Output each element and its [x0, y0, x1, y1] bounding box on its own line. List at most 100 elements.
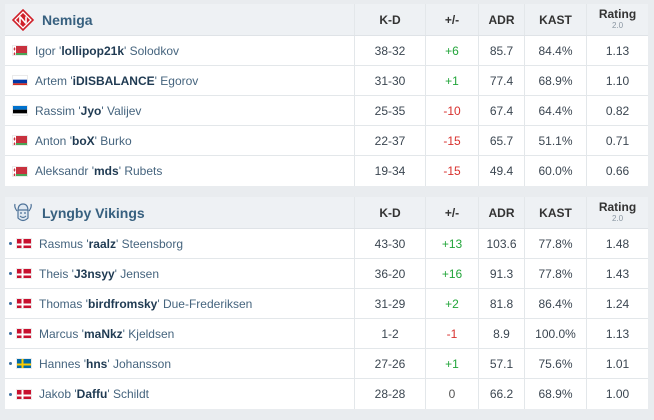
kast-value: 60.0%: [524, 156, 586, 186]
player-nickname: Jyo: [80, 103, 102, 118]
player-nickname: lollipop21k: [61, 43, 124, 58]
kast-value: 84.4%: [524, 36, 586, 65]
viking-head-logo-icon: [12, 202, 34, 224]
plus-minus-value: -10: [425, 96, 478, 125]
adr-value: 8.9: [478, 319, 524, 348]
denmark-flag-icon: [16, 238, 32, 249]
player-marker-dot: [9, 392, 12, 396]
adr-value: 57.1: [478, 349, 524, 378]
plus-minus-value: +16: [425, 259, 478, 288]
kd-value: 27-26: [354, 349, 425, 378]
rating-value: 1.24: [586, 289, 648, 318]
rating-value: 0.82: [586, 96, 648, 125]
kd-value: 31-30: [354, 66, 425, 95]
kast-value: 68.9%: [524, 66, 586, 95]
belarus-flag-icon: [12, 135, 28, 146]
adr-value: 77.4: [478, 66, 524, 95]
player-name-link[interactable]: Thomas 'birdfromsky' Due-Frederiksen: [39, 297, 252, 311]
col-header-plus-minus: +/-: [425, 197, 478, 228]
col-header-kd: K-D: [354, 197, 425, 228]
adr-value: 65.7: [478, 126, 524, 155]
plus-minus-value: -15: [425, 126, 478, 155]
col-header-kast: KAST: [524, 197, 586, 228]
player-marker-dot: [9, 332, 12, 335]
player-last-name: ' Rubets: [118, 164, 163, 178]
plus-minus-value: +2: [425, 289, 478, 318]
player-cell: Anton 'boX' Burko: [5, 126, 354, 155]
plus-minus-value: +1: [425, 349, 478, 378]
player-first-name: Rassim ': [35, 103, 81, 118]
player-cell: Rasmus 'raalz' Steensborg: [5, 229, 354, 258]
russia-flag-icon: [12, 75, 28, 86]
player-nickname: mds: [94, 164, 119, 178]
kast-value: 64.4%: [524, 96, 586, 125]
plus-minus-value: 0: [425, 379, 478, 409]
player-last-name: ' Jensen: [114, 266, 159, 281]
player-row: Thomas 'birdfromsky' Due-Frederiksen 31-…: [5, 289, 648, 319]
player-name-link[interactable]: Aleksandr 'mds' Rubets: [35, 164, 162, 178]
player-name-link[interactable]: Marcus 'maNkz' Kjeldsen: [39, 327, 174, 341]
adr-value: 103.6: [478, 229, 524, 258]
team-table-nemiga: Nemiga K-D +/- ADR KAST Rating 2.0 Igor …: [5, 4, 648, 186]
player-row: Marcus 'maNkz' Kjeldsen 1-2 -1 8.9 100.0…: [5, 319, 648, 349]
player-name-link[interactable]: Theis 'J3nsyy' Jensen: [39, 267, 159, 281]
player-cell: Hannes 'hns' Johansson: [5, 349, 354, 378]
player-first-name: Theis ': [39, 266, 74, 281]
rating-label: Rating: [598, 199, 637, 214]
player-name-link[interactable]: Rasmus 'raalz' Steensborg: [39, 237, 183, 251]
player-last-name: ' Egorov: [154, 73, 199, 88]
team-name[interactable]: Lyngby Vikings: [42, 204, 145, 221]
player-nickname: maNkz: [83, 326, 123, 341]
rating-value: 1.00: [586, 379, 648, 409]
player-nickname: raalz: [88, 236, 116, 251]
player-first-name: Hannes ': [39, 356, 86, 371]
kd-value: 28-28: [354, 379, 425, 409]
team-name[interactable]: Nemiga: [42, 11, 93, 28]
player-row: Aleksandr 'mds' Rubets 19-34 -15 49.4 60…: [5, 156, 648, 186]
player-cell: Artem 'iDISBALANCE' Egorov: [5, 66, 354, 95]
player-name-link[interactable]: Rassim 'Jyo' Valijev: [35, 104, 141, 118]
col-header-kast: KAST: [524, 4, 586, 35]
denmark-flag-icon: [16, 388, 32, 400]
player-row: Anton 'boX' Burko 22-37 -15 65.7 51.1% 0…: [5, 126, 648, 156]
rating-version: 2.0: [611, 20, 624, 30]
player-name-link[interactable]: Igor 'lollipop21k' Solodkov: [35, 44, 179, 58]
player-cell: Igor 'lollipop21k' Solodkov: [5, 36, 354, 65]
kast-value: 86.4%: [524, 289, 586, 318]
player-nickname: birdfromsky: [87, 296, 158, 311]
kd-value: 36-20: [354, 259, 425, 288]
player-first-name: Thomas ': [39, 296, 88, 311]
rating-value: 1.13: [586, 36, 648, 65]
rating-label: Rating: [598, 6, 637, 21]
player-row: Jakob 'Daffu' Schildt 28-28 0 66.2 68.9%…: [5, 379, 648, 409]
player-name-link[interactable]: Anton 'boX' Burko: [35, 134, 132, 148]
col-header-kd: K-D: [354, 4, 425, 35]
adr-value: 91.3: [478, 259, 524, 288]
player-nickname: iDISBALANCE: [72, 73, 155, 88]
team-header: Nemiga: [5, 4, 354, 35]
denmark-flag-icon: [16, 328, 32, 339]
col-header-adr: ADR: [478, 197, 524, 228]
rating-value: 0.71: [586, 126, 648, 155]
rating-value: 1.48: [586, 229, 648, 258]
player-cell: Jakob 'Daffu' Schildt: [5, 379, 354, 409]
belarus-flag-icon: [12, 45, 28, 56]
player-row: Hannes 'hns' Johansson 27-26 +1 57.1 75.…: [5, 349, 648, 379]
player-name-link[interactable]: Hannes 'hns' Johansson: [39, 357, 171, 371]
kd-value: 31-29: [354, 289, 425, 318]
player-cell: Thomas 'birdfromsky' Due-Frederiksen: [5, 289, 354, 318]
kd-value: 25-35: [354, 96, 425, 125]
player-nickname: J3nsyy: [73, 266, 115, 281]
rating-value: 0.66: [586, 156, 648, 186]
player-last-name: ' Due-Frederiksen: [157, 296, 253, 311]
player-name-link[interactable]: Artem 'iDISBALANCE' Egorov: [35, 74, 198, 88]
kast-value: 68.9%: [524, 379, 586, 409]
player-name-link[interactable]: Jakob 'Daffu' Schildt: [39, 387, 149, 401]
player-first-name: Jakob ': [39, 387, 77, 401]
rating-value: 1.43: [586, 259, 648, 288]
player-first-name: Igor ': [35, 43, 62, 58]
kd-value: 43-30: [354, 229, 425, 258]
player-first-name: Rasmus ': [39, 236, 89, 251]
player-marker-dot: [9, 242, 12, 245]
